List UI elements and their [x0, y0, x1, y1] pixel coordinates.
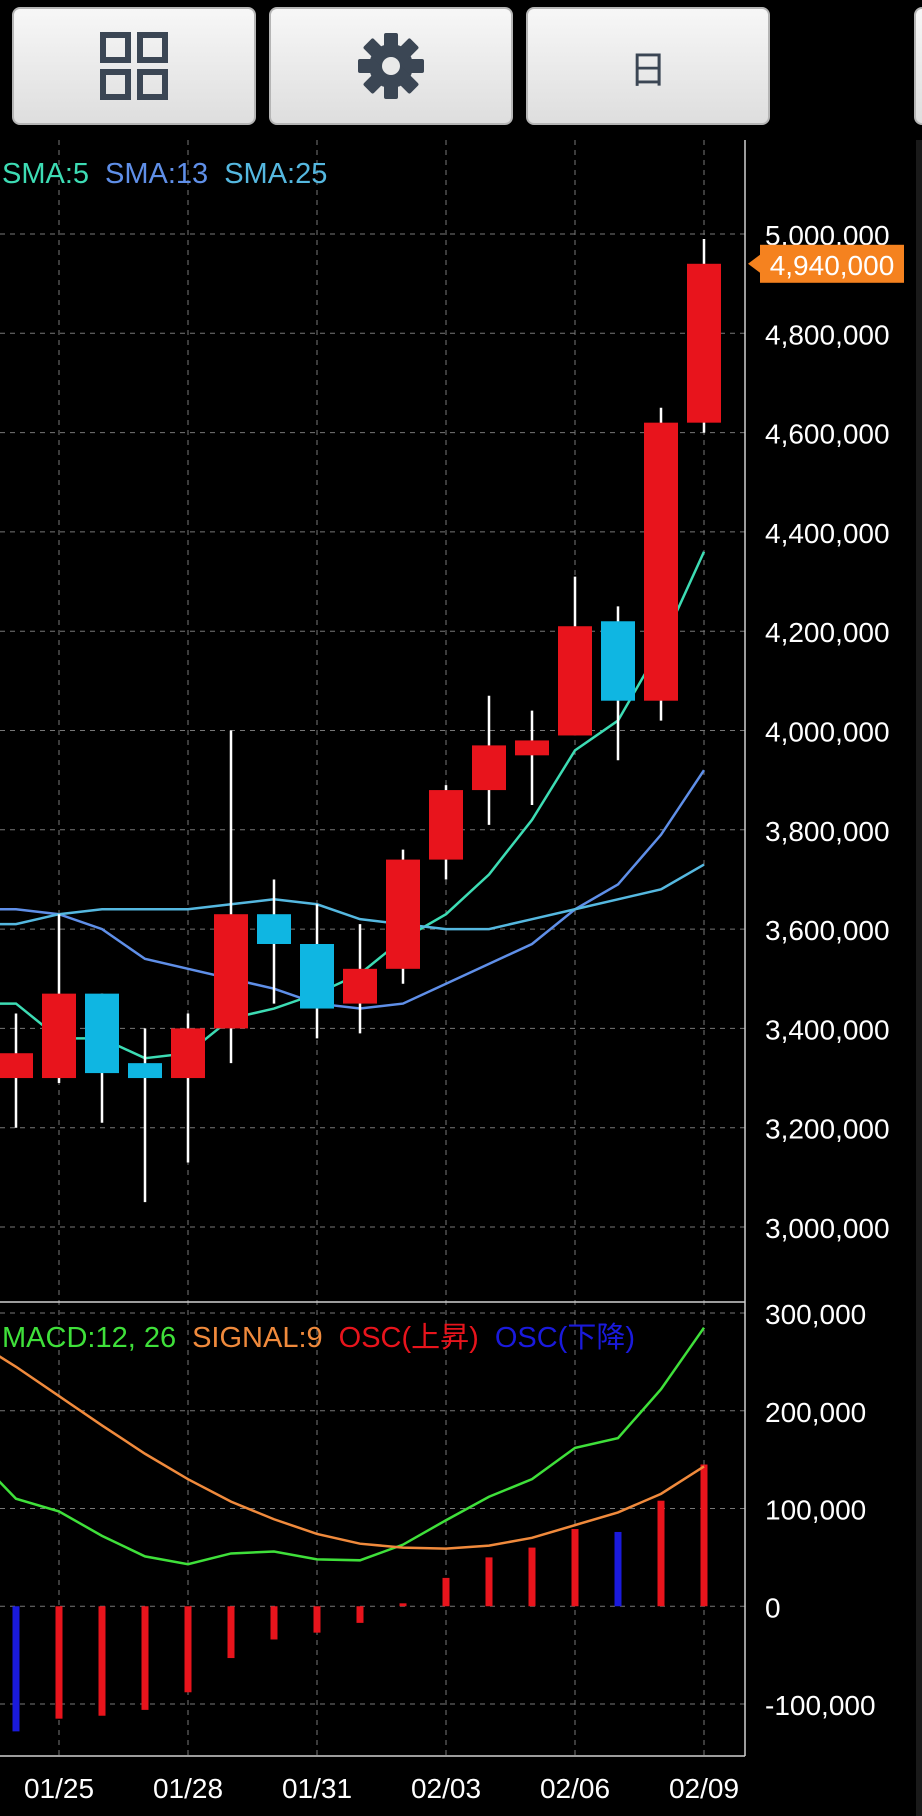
- more-button[interactable]: [914, 7, 922, 125]
- candle-body: [0, 1053, 33, 1079]
- gear-icon: [358, 33, 424, 99]
- price-axis-tick-label: 4,600,000: [765, 419, 890, 450]
- candle-body: [257, 914, 291, 944]
- sma-line: [0, 863, 705, 931]
- candle-body: [601, 621, 635, 701]
- price-axis-tick-label: 4,400,000: [765, 518, 890, 549]
- candle-body: [343, 968, 377, 1004]
- osc-bar-up: [356, 1606, 364, 1623]
- osc-bar-up: [98, 1606, 106, 1716]
- candle-body: [42, 993, 76, 1079]
- grid-icon: [100, 32, 168, 100]
- osc-bar-up: [399, 1603, 407, 1607]
- candle-body: [644, 422, 678, 701]
- legend-entry: MACD:12, 26: [2, 1322, 176, 1354]
- x-axis-tick-label: 02/06: [540, 1773, 610, 1804]
- last-price-label: 4,940,000: [770, 250, 895, 281]
- period-button[interactable]: 日: [526, 7, 770, 125]
- osc-bar-up: [270, 1606, 278, 1640]
- osc-bar-up: [657, 1500, 665, 1607]
- x-axis-tick-label: 02/03: [411, 1773, 481, 1804]
- legend-entry: SMA:25: [224, 158, 327, 190]
- macd-axis-tick-label: 100,000: [765, 1495, 866, 1526]
- osc-bar-up: [55, 1606, 63, 1719]
- x-axis-tick-label: 01/31: [282, 1773, 352, 1804]
- candle-body: [300, 943, 334, 1009]
- price-axis-tick-label: 3,000,000: [765, 1213, 890, 1244]
- candle-body: [128, 1063, 162, 1079]
- price-axis-tick-label: 4,800,000: [765, 319, 890, 350]
- price-axis-tick-label: 4,000,000: [765, 717, 890, 748]
- candle-body: [214, 914, 248, 1029]
- price-axis-tick-label: 3,200,000: [765, 1114, 890, 1145]
- legend-entry: SIGNAL:9: [192, 1322, 323, 1354]
- candle-body: [515, 740, 549, 756]
- candle-body: [386, 859, 420, 969]
- osc-bar-up: [442, 1577, 450, 1607]
- candle-body: [472, 745, 506, 791]
- price-axis-tick-label: 3,800,000: [765, 816, 890, 847]
- osc-bar-up: [571, 1529, 579, 1607]
- settings-button[interactable]: [269, 7, 513, 125]
- price-axis-tick-label: 3,400,000: [765, 1014, 890, 1045]
- osc-bar-up: [313, 1606, 321, 1633]
- osc-bar-up: [485, 1557, 493, 1607]
- candle-body: [171, 1028, 205, 1079]
- price-axis-tick-label: 4,200,000: [765, 617, 890, 648]
- macd-axis-tick-label: 0: [765, 1592, 781, 1623]
- price-axis-tick-label: 3,600,000: [765, 915, 890, 946]
- x-axis-tick-label: 01/25: [24, 1773, 94, 1804]
- legend-entry: OSC(下降): [495, 1321, 635, 1354]
- osc-bar-up: [528, 1547, 536, 1607]
- osc-bar-up: [700, 1464, 708, 1607]
- last-price-badge: [760, 244, 904, 283]
- legend-entry: SMA:13: [105, 158, 208, 190]
- candle-body: [558, 626, 592, 736]
- sma-line: [0, 769, 706, 1010]
- candle-body: [687, 263, 721, 423]
- macd-line: [0, 1326, 706, 1566]
- period-label: 日: [628, 49, 667, 92]
- candle-body: [85, 993, 119, 1074]
- candle-body: [429, 790, 463, 860]
- osc-bar-down: [614, 1531, 622, 1607]
- macd-axis-tick-label: 200,000: [765, 1397, 866, 1428]
- osc-bar-up: [227, 1606, 235, 1659]
- scroll-edge: [916, 140, 922, 1816]
- x-axis-tick-label: 01/28: [153, 1773, 223, 1804]
- osc-bar-down: [12, 1606, 20, 1732]
- layout-grid-button[interactable]: [12, 7, 256, 125]
- macd-axis-tick-label: 300,000: [765, 1299, 866, 1330]
- last-price-pointer: [748, 254, 760, 273]
- macd-axis-tick-label: -100,000: [765, 1690, 876, 1721]
- osc-bar-up: [141, 1606, 149, 1710]
- x-axis-tick-label: 02/09: [669, 1773, 739, 1804]
- legend-entry: SMA:5: [2, 158, 89, 190]
- signal-line: [0, 1355, 705, 1550]
- legend-entry: OSC(上昇): [339, 1322, 479, 1354]
- osc-bar-up: [184, 1606, 192, 1693]
